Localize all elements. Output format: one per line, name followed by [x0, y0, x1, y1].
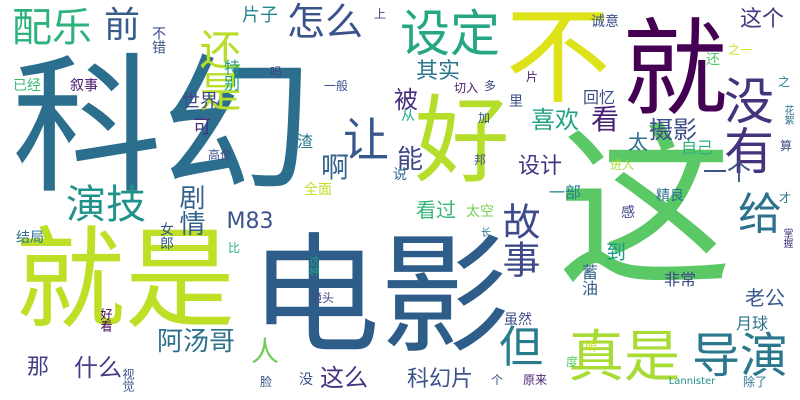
cloud-word: 吗: [269, 65, 283, 79]
cloud-word: 个: [490, 373, 504, 387]
cloud-word: 就: [622, 8, 728, 131]
cloud-word: 导演: [691, 328, 789, 384]
cloud-word: 演技: [66, 182, 146, 228]
cloud-word: 镜头: [309, 291, 335, 305]
cloud-word: 好看: [99, 308, 113, 332]
cloud-word: 电影: [249, 220, 511, 372]
cloud-word: 一部: [548, 183, 582, 202]
cloud-word: 月球: [735, 314, 769, 333]
cloud-word: 长: [481, 228, 491, 239]
cloud-word: 片子: [242, 5, 278, 26]
cloud-word: 配乐: [12, 5, 92, 51]
cloud-word: 剧情: [175, 184, 205, 236]
cloud-word: 人: [250, 335, 280, 368]
cloud-word: 一般: [323, 79, 349, 93]
cloud-word: 之一: [727, 43, 753, 57]
cloud-word: 喜欢: [531, 106, 579, 134]
cloud-word: 这么: [320, 364, 368, 392]
cloud-word: 设计: [517, 154, 563, 179]
cloud-word: 从: [401, 108, 415, 124]
cloud-word: 设定: [400, 5, 500, 63]
cloud-word: 多: [483, 79, 497, 93]
cloud-word: 给: [738, 189, 782, 240]
cloud-word: 切入: [453, 81, 479, 95]
cloud-word: Lannister: [668, 376, 716, 387]
cloud-word: 叙事: [70, 78, 98, 94]
cloud-word: 那: [26, 355, 50, 380]
cloud-word: 世界: [182, 91, 218, 112]
cloud-word: 结局: [16, 230, 44, 246]
cloud-word: 已经: [13, 78, 41, 94]
cloud-word: 这: [557, 108, 733, 312]
cloud-word: 自己: [680, 138, 714, 157]
cloud-word: 上: [373, 7, 387, 21]
cloud-word: 不错: [150, 26, 166, 54]
cloud-word: 算: [779, 139, 793, 153]
cloud-word: 前: [103, 5, 141, 46]
cloud-word: 比: [227, 241, 241, 255]
cloud-word: 邦: [473, 153, 487, 167]
cloud-word: 什么: [74, 354, 122, 382]
cloud-word: 好: [414, 86, 510, 197]
cloud-word: 女郎: [158, 222, 174, 250]
cloud-word: 这种: [307, 256, 318, 276]
cloud-word: 诚意: [591, 14, 619, 30]
cloud-word: 里: [509, 94, 523, 110]
cloud-word: 花絮: [782, 105, 793, 125]
cloud-word: 科幻: [11, 41, 313, 215]
cloud-word: 还: [706, 52, 720, 68]
cloud-word: 说: [393, 167, 407, 183]
cloud-word: 没有: [716, 75, 774, 175]
cloud-word: 蓄油: [579, 264, 598, 296]
cloud-word: 啊: [320, 151, 350, 184]
cloud-word: 能: [396, 145, 424, 175]
cloud-word: 太空: [466, 204, 494, 220]
cloud-word: 加: [477, 111, 491, 125]
cloud-word: 片: [525, 70, 539, 84]
cloud-word: 才: [778, 191, 792, 205]
cloud-word: 视觉: [121, 368, 135, 392]
cloud-word: 度: [565, 355, 579, 369]
cloud-word: 怎么: [286, 0, 364, 44]
cloud-word: 精良: [656, 188, 684, 204]
cloud-word: 但: [499, 322, 543, 373]
cloud-word: 特别: [221, 59, 240, 91]
cloud-word: 真是: [568, 325, 680, 390]
cloud-word: 就是: [15, 216, 235, 344]
cloud-word: 被: [394, 86, 418, 114]
cloud-word: 虽然: [504, 312, 532, 328]
cloud-word: 之: [777, 75, 791, 89]
cloud-word: 高像: [207, 148, 233, 162]
cloud-word: 故事: [496, 202, 540, 278]
cloud-word: 不: [505, 0, 611, 119]
cloud-word: 阿汤哥: [156, 327, 236, 357]
cloud-word: 全面: [304, 182, 332, 198]
cloud-word: 科幻片: [406, 367, 474, 392]
cloud-word: 看: [590, 103, 620, 136]
cloud-word: 可: [193, 117, 211, 138]
cloud-word: 看过: [416, 198, 456, 222]
cloud-word: 其实: [415, 59, 461, 84]
cloud-word: 脸: [259, 375, 273, 389]
cloud-word: 这个: [739, 7, 785, 32]
cloud-word: 一个: [703, 158, 751, 186]
cloud-word: 太: [628, 130, 648, 154]
cloud-word: 原来: [522, 373, 548, 387]
cloud-word: 没: [299, 372, 313, 388]
cloud-word: 回忆: [582, 88, 616, 107]
cloud-word: 掌握: [781, 228, 792, 248]
cloud-word: 老公: [745, 286, 785, 310]
cloud-word: 感: [621, 205, 635, 221]
cloud-word: 还是: [193, 28, 242, 112]
cloud-word: 到: [606, 240, 626, 264]
cloud-word: 进入: [609, 158, 635, 172]
cloud-word: M83: [226, 209, 274, 234]
cloud-word: 摄影: [649, 116, 697, 144]
cloud-word: 让: [343, 113, 389, 167]
cloud-word: 非常: [663, 270, 697, 289]
cloud-word: 萌: [584, 339, 598, 353]
cloud-word: 除了: [742, 375, 768, 389]
cloud-word: 渣: [296, 132, 314, 151]
